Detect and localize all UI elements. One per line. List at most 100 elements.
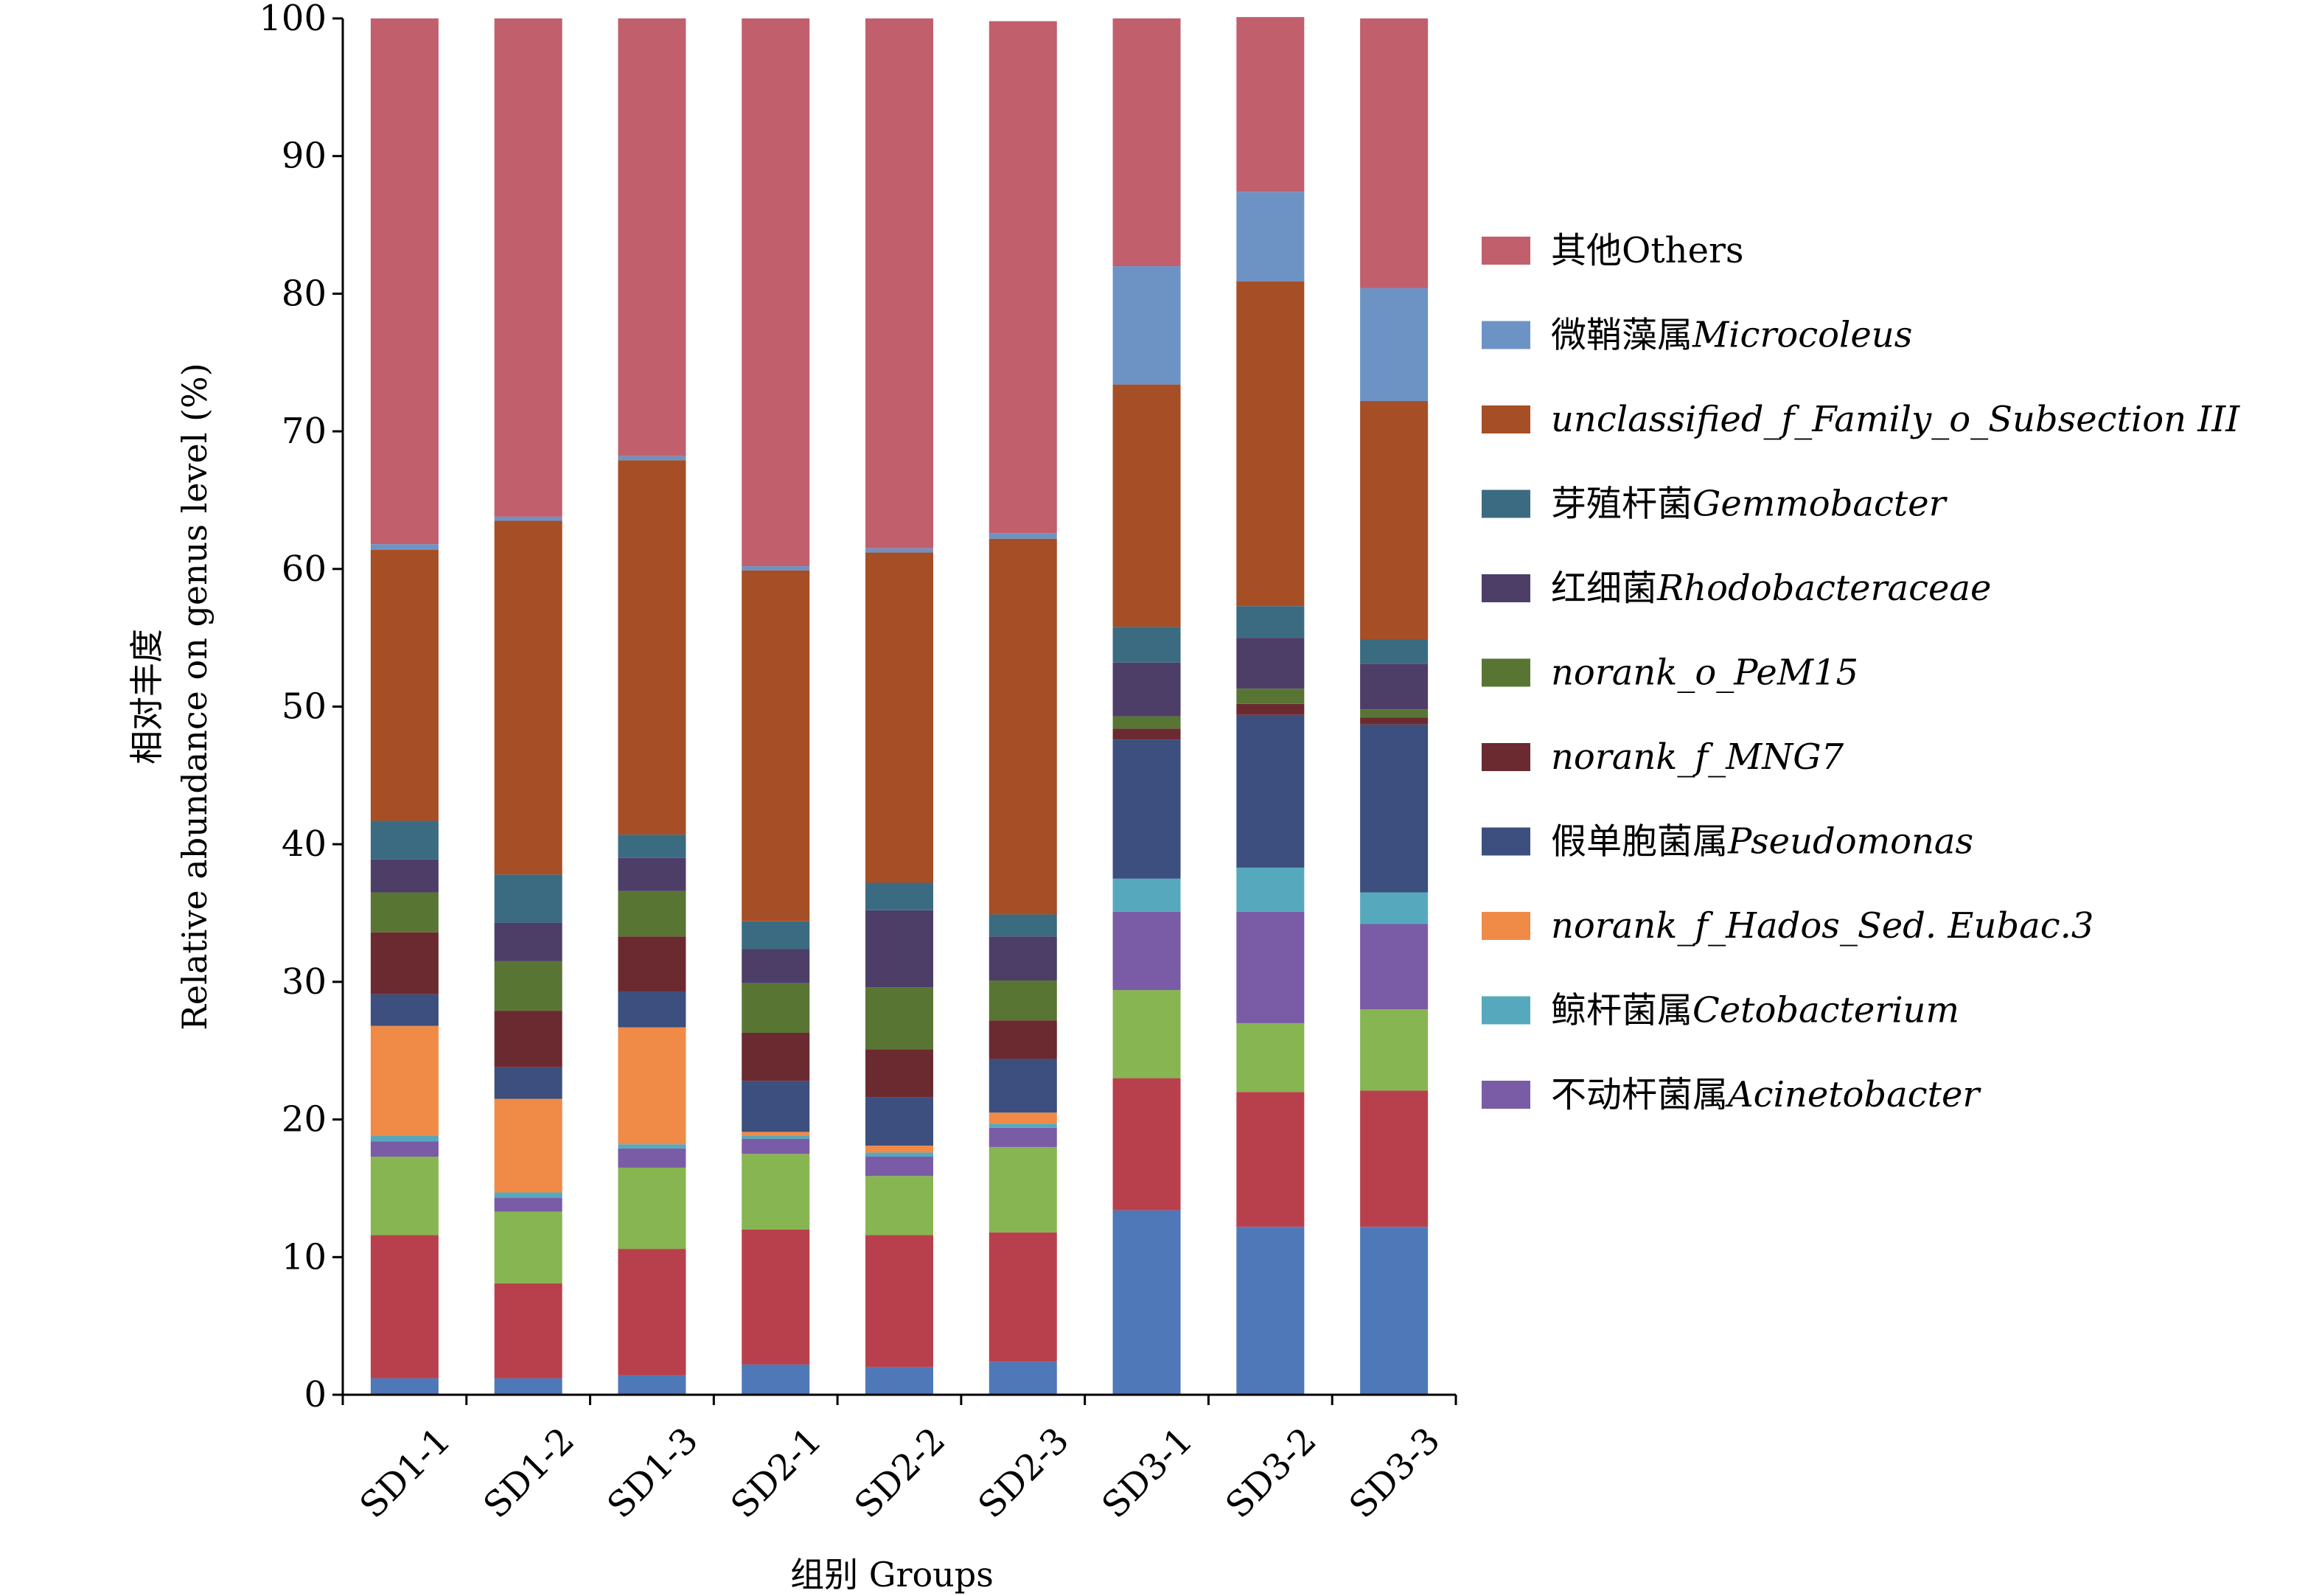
bar-segment-sd1-1-cetobacterium <box>370 1136 439 1142</box>
bar-stack-sd2-1 <box>742 18 810 1395</box>
legend-item-norank-o-pem15: norank_o_PeM15 <box>1482 652 1858 694</box>
bar-segment-sd3-1-microcoleus <box>1112 266 1181 385</box>
y-axis-title-zh: 相对丰度 <box>127 629 167 764</box>
bar-segment-sd3-1-cetobacterium <box>1112 878 1181 912</box>
bar-segment-sd2-1-s_bottom_blue <box>742 1364 810 1395</box>
bar-segment-sd2-1-cetobacterium <box>742 1136 810 1139</box>
y-tick-label-80: 80 <box>282 273 327 314</box>
bar-segment-sd2-3-norank-f-hados-sed-eubac-3 <box>989 1112 1057 1124</box>
bar-segment-sd3-1-s_bottom_blue <box>1112 1210 1181 1395</box>
x-tick-label-sd2-2: SD2-2 <box>847 1420 954 1527</box>
bar-segment-sd1-3-acinetobacter <box>618 1148 686 1168</box>
legend-label: unclassified_f_Family_o_Subsection III <box>1551 399 2240 440</box>
bar-segment-sd3-2-s_red <box>1236 1092 1305 1227</box>
bar-segment-sd1-1-others <box>370 18 439 545</box>
bar-segment-sd3-2-rhodobacteraceae <box>1236 638 1305 689</box>
bar-segment-sd1-1-s_bottom_blue <box>370 1378 439 1395</box>
bar-segment-sd1-1-acinetobacter <box>370 1141 439 1157</box>
bar-segment-sd1-1-unclassified-f-family-o-subsection-iii <box>370 549 439 821</box>
legend-label: norank_f_MNG7 <box>1551 736 1844 778</box>
bar-segment-sd3-3-s_red <box>1360 1090 1429 1227</box>
bar-segment-sd2-3-s_green <box>989 1146 1057 1233</box>
bar-stack-sd1-1 <box>370 18 439 1395</box>
legend-swatch <box>1482 912 1530 940</box>
bar-segment-sd1-2-gemmobacter <box>494 874 562 923</box>
legend-item-pseudomonas: 假单胞菌属Pseudomonas <box>1482 821 1973 863</box>
legend-swatch <box>1482 237 1530 265</box>
bar-segment-sd1-3-pseudomonas <box>618 991 686 1028</box>
bar-segment-sd2-3-rhodobacteraceae <box>989 936 1057 981</box>
bar-segment-sd2-1-unclassified-f-family-o-subsection-iii <box>742 570 810 921</box>
legend: 其他Others 微鞘藻属Microcoleus unclassified_f_Fa… <box>1482 230 2240 1115</box>
legend-item-gemmobacter: 芽殖杆菌Gemmobacter <box>1482 484 1948 525</box>
bar-segment-sd3-2-microcoleus <box>1236 192 1305 282</box>
bar-segment-sd1-3-s_bottom_blue <box>618 1375 686 1395</box>
legend-swatch <box>1482 827 1530 856</box>
x-tick-label-sd1-3: SD1-3 <box>599 1420 706 1527</box>
y-tick-label-30: 30 <box>282 961 327 1003</box>
bar-segment-sd3-2-unclassified-f-family-o-subsection-iii <box>1236 281 1305 607</box>
legend-item-others: 其他Others <box>1482 230 1744 271</box>
bar-segment-sd2-1-others <box>742 18 810 567</box>
bar-segment-sd3-3-unclassified-f-family-o-subsection-iii <box>1360 401 1429 640</box>
bar-segment-sd3-2-s_green <box>1236 1022 1305 1093</box>
bar-segment-sd3-1-s_red <box>1112 1078 1181 1210</box>
legend-item-unclassified-f-family-o-subsection-iii: unclassified_f_Family_o_Subsection III <box>1482 399 2240 440</box>
bar-segment-sd1-2-s_green <box>494 1211 562 1283</box>
bar-segment-sd1-3-norank-o-pem15 <box>618 891 686 937</box>
bar-segment-sd2-1-s_green <box>742 1154 810 1230</box>
bar-segment-sd2-1-rhodobacteraceae <box>742 949 810 983</box>
bar-segment-sd3-3-rhodobacteraceae <box>1360 663 1429 710</box>
bar-segment-sd3-2-acinetobacter <box>1236 911 1305 1023</box>
y-tick-label-90: 90 <box>282 136 327 177</box>
legend-item-cetobacterium: 鲸杆菌属Cetobacterium <box>1482 990 1959 1031</box>
bar-segment-sd2-2-others <box>865 18 933 548</box>
legend-label: 鲸杆菌属Cetobacterium <box>1551 990 1959 1031</box>
bar-segment-sd2-1-acinetobacter <box>742 1138 810 1154</box>
bar-segment-sd2-2-acinetobacter <box>865 1157 933 1177</box>
bar-segment-sd3-2-norank-f-mng7 <box>1236 703 1305 715</box>
bar-segment-sd1-1-s_red <box>370 1235 439 1379</box>
legend-item-norank-f-hados-sed-eubac-3: norank_f_Hados_Sed. Eubac.3 <box>1482 905 2093 947</box>
bar-segment-sd2-3-gemmobacter <box>989 914 1057 937</box>
bar-segment-sd3-3-norank-f-mng7 <box>1360 717 1429 725</box>
bar-segment-sd3-2-cetobacterium <box>1236 867 1305 912</box>
bar-segment-sd1-1-gemmobacter <box>370 820 439 860</box>
bar-segment-sd2-1-s_red <box>742 1229 810 1365</box>
bar-segment-sd3-1-s_green <box>1112 990 1181 1078</box>
bar-segment-sd1-2-others <box>494 18 562 517</box>
bar-segment-sd1-3-cetobacterium <box>618 1144 686 1149</box>
bar-segment-sd2-2-gemmobacter <box>865 882 933 910</box>
bar-segment-sd1-2-pseudomonas <box>494 1067 562 1099</box>
y-tick-label-10: 10 <box>282 1236 327 1278</box>
bar-segment-sd3-1-others <box>1112 18 1181 267</box>
legend-swatch <box>1482 658 1530 687</box>
bar-stack-sd3-2 <box>1236 17 1305 1395</box>
bar-segment-sd2-3-s_red <box>989 1232 1057 1362</box>
bar-segment-sd2-2-unclassified-f-family-o-subsection-iii <box>865 552 933 883</box>
legend-swatch <box>1482 321 1530 349</box>
bar-segment-sd2-2-norank-f-hados-sed-eubac-3 <box>865 1146 933 1153</box>
bar-segment-sd3-3-cetobacterium <box>1360 892 1429 924</box>
bar-segment-sd3-3-s_bottom_blue <box>1360 1227 1429 1395</box>
x-tick-label-sd3-2: SD3-2 <box>1218 1420 1325 1527</box>
bar-segment-sd1-3-norank-f-mng7 <box>618 936 686 992</box>
bar-segment-sd2-2-microcoleus <box>865 548 933 553</box>
bar-segment-sd2-1-norank-f-hados-sed-eubac-3 <box>742 1132 810 1137</box>
y-tick-label-60: 60 <box>282 548 327 590</box>
bar-segment-sd3-3-microcoleus <box>1360 288 1429 402</box>
bar-segment-sd3-3-s_green <box>1360 1009 1429 1091</box>
bar-segment-sd3-1-gemmobacter <box>1112 627 1181 663</box>
bar-segment-sd2-3-microcoleus <box>989 533 1057 539</box>
y-axis-title-en: Relative abundance on genus level (%) <box>175 363 215 1030</box>
legend-label: 微鞘藻属Microcoleus <box>1551 315 1912 356</box>
legend-swatch <box>1482 996 1530 1025</box>
bar-segment-sd3-2-gemmobacter <box>1236 606 1305 638</box>
bar-segment-sd2-3-s_bottom_blue <box>989 1362 1057 1395</box>
bar-segment-sd3-1-rhodobacteraceae <box>1112 662 1181 717</box>
legend-swatch <box>1482 574 1530 602</box>
y-tick-label-70: 70 <box>282 411 327 452</box>
bar-segment-sd1-2-microcoleus <box>494 516 562 521</box>
x-tick-label-sd1-1: SD1-1 <box>352 1420 459 1527</box>
